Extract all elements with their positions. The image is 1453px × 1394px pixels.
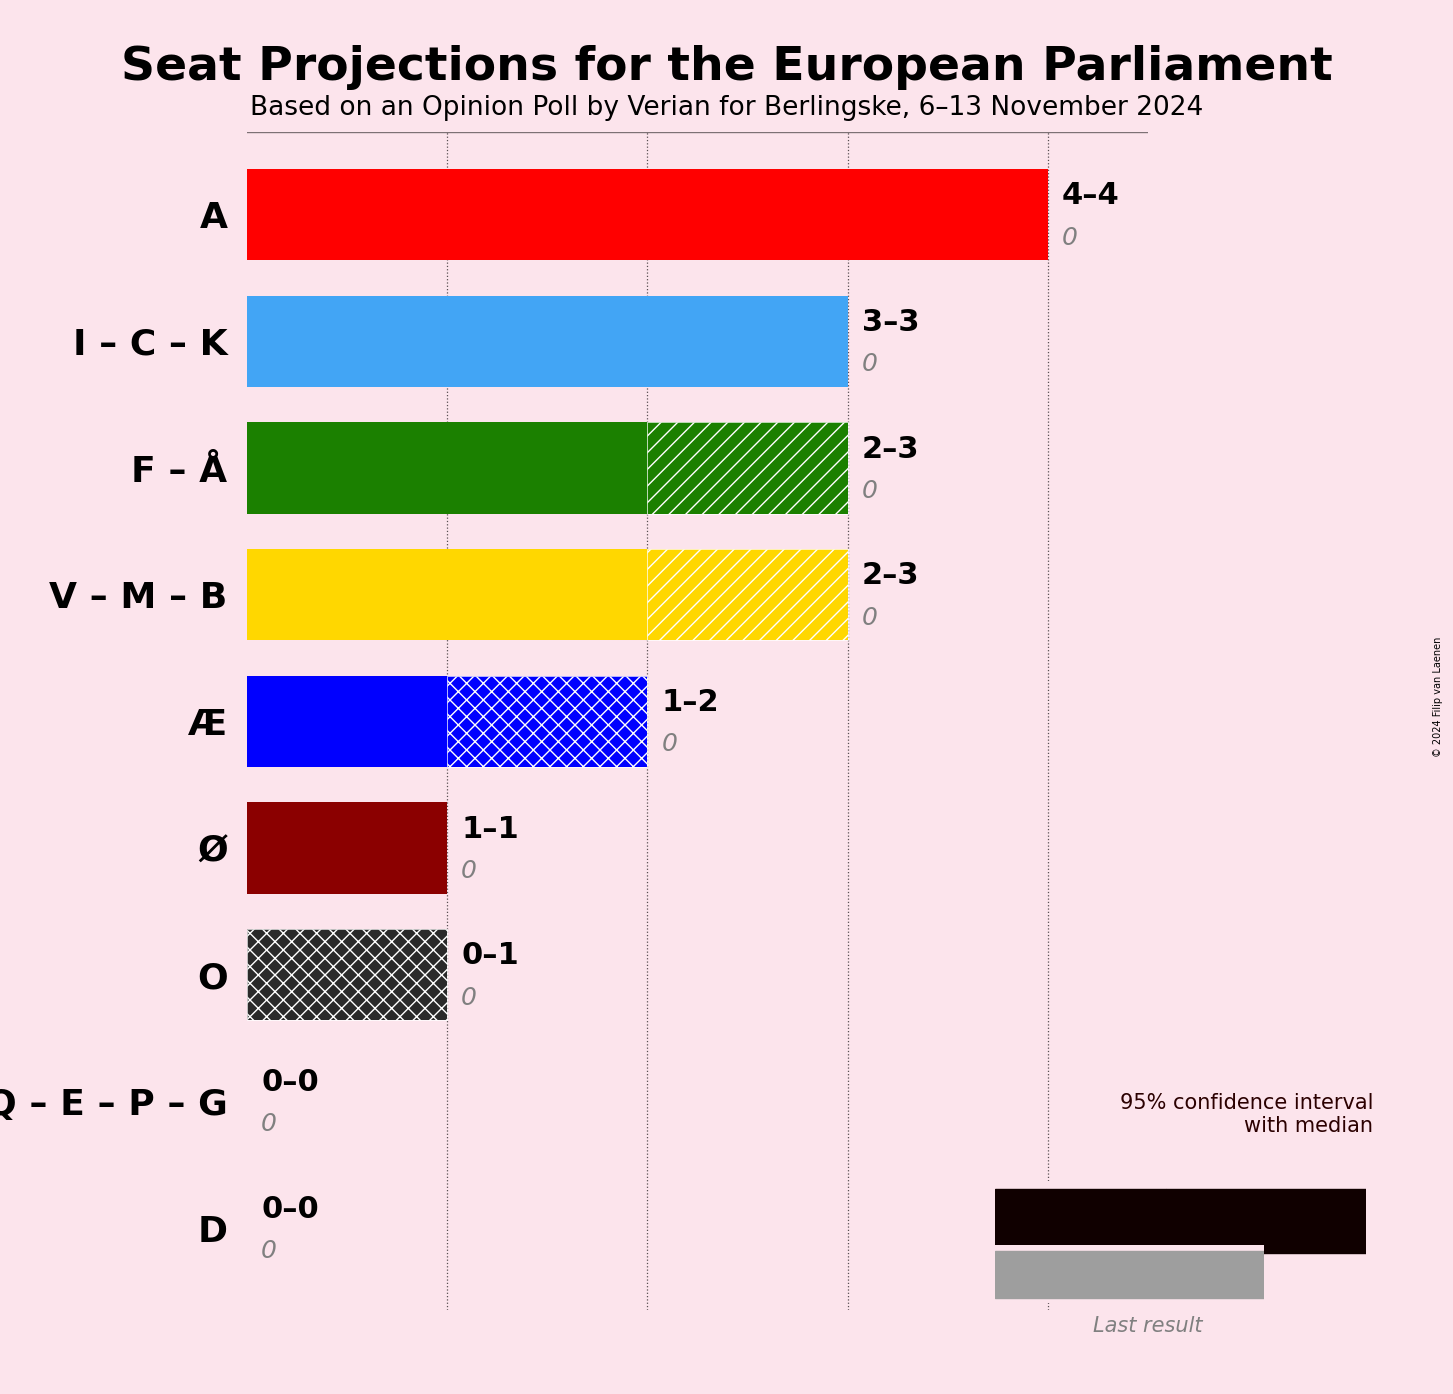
Text: 0: 0 [862, 605, 878, 630]
Bar [995, 1189, 1165, 1253]
Text: 0–0: 0–0 [262, 1068, 318, 1097]
Bar [247, 930, 448, 1020]
Text: 1–2: 1–2 [661, 687, 719, 717]
Text: 1–1: 1–1 [461, 814, 519, 843]
Text: 0–1: 0–1 [461, 941, 519, 970]
Bar [1165, 1189, 1366, 1253]
Text: 95% confidence interval
with median: 95% confidence interval with median [1120, 1093, 1373, 1136]
Bar [247, 169, 1048, 261]
Text: Based on an Opinion Poll by Verian for Berlingske, 6–13 November 2024: Based on an Opinion Poll by Verian for B… [250, 95, 1203, 121]
Bar [247, 803, 448, 894]
Bar [247, 549, 648, 640]
Bar [448, 676, 648, 767]
Bar [648, 549, 847, 640]
Text: 0–0: 0–0 [262, 1195, 318, 1224]
Text: 0: 0 [1062, 226, 1078, 250]
Text: 0: 0 [461, 986, 477, 1009]
Bar [648, 422, 847, 513]
Text: Last result: Last result [1093, 1316, 1203, 1335]
Text: 3–3: 3–3 [862, 308, 920, 337]
Text: 0: 0 [262, 1239, 278, 1263]
Text: 0: 0 [862, 353, 878, 376]
Text: Seat Projections for the European Parliament: Seat Projections for the European Parlia… [121, 45, 1332, 89]
Bar [648, 549, 847, 640]
Text: 2–3: 2–3 [862, 435, 920, 464]
Bar [1165, 1189, 1366, 1253]
Text: 4–4: 4–4 [1062, 181, 1120, 210]
Text: 0: 0 [661, 732, 677, 756]
Bar [995, 1250, 1264, 1298]
Bar [247, 676, 448, 767]
Text: © 2024 Filip van Laenen: © 2024 Filip van Laenen [1433, 637, 1443, 757]
Bar [648, 422, 847, 513]
Text: 2–3: 2–3 [862, 562, 920, 590]
Text: 0: 0 [461, 859, 477, 882]
Bar [247, 422, 648, 513]
Text: 0: 0 [262, 1112, 278, 1136]
Text: 0: 0 [862, 480, 878, 503]
Bar [247, 930, 448, 1020]
Bar [247, 296, 847, 388]
Bar [448, 676, 648, 767]
